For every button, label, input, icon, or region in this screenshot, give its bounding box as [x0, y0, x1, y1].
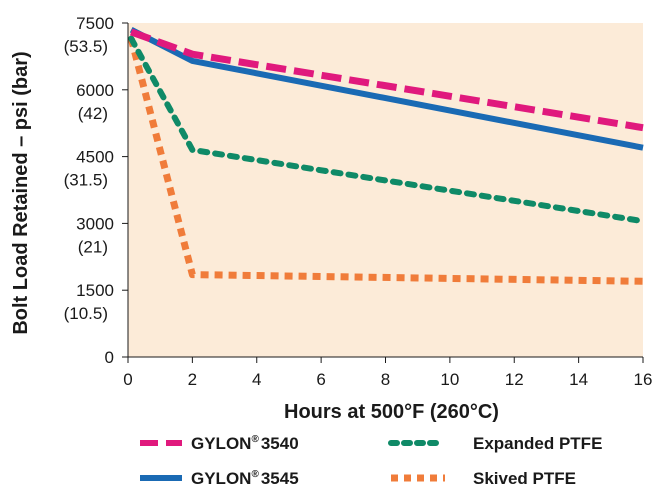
- y-tick-sublabel: (31.5): [64, 171, 108, 190]
- y-tick-label: 1500: [76, 281, 114, 300]
- series-layer: [127, 27, 646, 285]
- x-axis-title: Hours at 500°F (260°C): [284, 401, 499, 423]
- svg-text:GYLON®3540: GYLON® 3540: [191, 434, 299, 453]
- legend-reg-mark: ®: [251, 469, 259, 480]
- y-tick-label: 0: [105, 348, 114, 367]
- y-ticks: 7500 (53.5) 6000 (42) 4500 (31.5) 3000 (21) 1500…: [64, 14, 128, 367]
- x-tick-label: 14: [569, 370, 588, 389]
- x-ticks: 0 2 4 6 8 10 12 14 16: [123, 357, 652, 389]
- legend-model: 3540: [261, 434, 299, 453]
- legend: GYLON® 3540 GYLON® 3545 Expanded PTFE Skiv…: [140, 434, 602, 488]
- series-line-expanded-ptfe: [128, 35, 646, 225]
- y-tick-label: 4500: [76, 148, 114, 167]
- legend-label-skived-ptfe: Skived PTFE: [473, 469, 576, 488]
- plot-area: [128, 23, 643, 357]
- series-line-gylon-3540: [130, 28, 644, 132]
- y-tick-sublabel: (42): [78, 104, 108, 123]
- y-tick-label: 7500: [76, 14, 114, 33]
- legend-brand: GYLON: [191, 434, 251, 453]
- x-tick-label: 12: [505, 370, 524, 389]
- x-tick-label: 10: [440, 370, 459, 389]
- y-axis-title: Bolt Load Retained – psi (bar): [10, 51, 32, 334]
- legend-item-expanded-ptfe: Expanded PTFE: [388, 434, 602, 453]
- series-line-gylon-3545: [129, 27, 644, 151]
- y-tick-sublabel: (21): [78, 237, 108, 256]
- legend-item-gylon-3545: GYLON® 3545: [140, 469, 299, 488]
- legend-item-gylon-3540: GYLON® 3540: [140, 434, 299, 453]
- x-tick-label: 2: [188, 370, 197, 389]
- y-tick-sublabel: (10.5): [64, 304, 108, 323]
- legend-item-skived-ptfe: Skived PTFE: [391, 469, 576, 488]
- legend-reg-mark: ®: [251, 434, 259, 445]
- x-tick-label: 6: [316, 370, 325, 389]
- x-tick-label: 0: [123, 370, 132, 389]
- x-tick-label: 16: [634, 370, 653, 389]
- legend-label-expanded-ptfe: Expanded PTFE: [473, 434, 602, 453]
- y-tick-sublabel: (53.5): [64, 37, 108, 56]
- legend-brand: GYLON: [191, 469, 251, 488]
- x-tick-label: 4: [252, 370, 261, 389]
- y-tick-label: 3000: [76, 214, 114, 233]
- series-line-skived-ptfe: [127, 37, 644, 285]
- y-tick-label: 6000: [76, 81, 114, 100]
- x-tick-label: 8: [381, 370, 390, 389]
- legend-model: 3545: [261, 469, 299, 488]
- svg-text:GYLON®3545: GYLON® 3545: [191, 469, 299, 488]
